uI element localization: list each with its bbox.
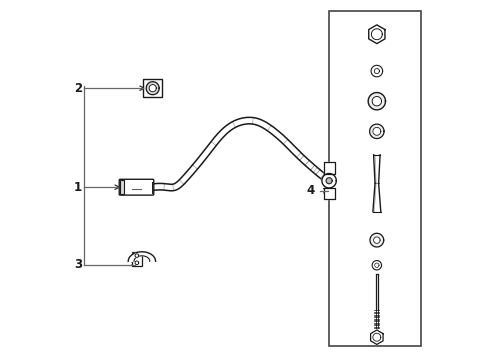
Text: 1: 1 — [74, 181, 81, 194]
Polygon shape — [369, 233, 383, 247]
Polygon shape — [321, 174, 336, 188]
Polygon shape — [373, 155, 379, 183]
Polygon shape — [371, 96, 381, 106]
Polygon shape — [323, 188, 334, 199]
Polygon shape — [367, 93, 385, 110]
Polygon shape — [371, 261, 381, 270]
Bar — [132, 252, 142, 266]
Polygon shape — [135, 254, 139, 257]
Text: 2: 2 — [74, 82, 81, 95]
Polygon shape — [128, 252, 155, 261]
Polygon shape — [152, 117, 330, 191]
Polygon shape — [375, 274, 377, 310]
Text: 4: 4 — [306, 184, 314, 197]
Bar — [328, 11, 420, 346]
Bar — [120, 180, 123, 194]
Polygon shape — [370, 65, 382, 77]
Polygon shape — [323, 162, 334, 174]
Polygon shape — [372, 183, 380, 212]
Polygon shape — [149, 85, 156, 92]
Polygon shape — [370, 330, 382, 345]
FancyBboxPatch shape — [119, 179, 153, 195]
Polygon shape — [372, 127, 380, 135]
Polygon shape — [369, 124, 383, 139]
Text: 3: 3 — [74, 258, 81, 271]
Polygon shape — [135, 261, 139, 265]
Polygon shape — [146, 82, 159, 95]
Polygon shape — [325, 178, 331, 184]
Polygon shape — [368, 25, 384, 44]
Polygon shape — [373, 237, 379, 243]
Bar — [143, 79, 162, 97]
